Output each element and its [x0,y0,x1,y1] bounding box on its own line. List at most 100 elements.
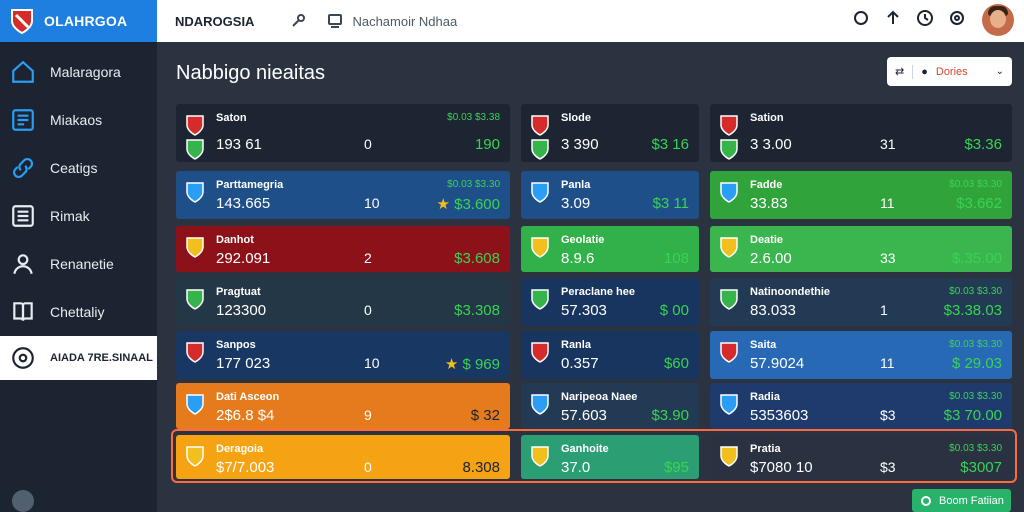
odds-value: 3.09 [561,195,591,212]
score-value: 10 [364,195,380,211]
search-icon[interactable] [328,14,343,28]
match-card[interactable]: Natinoondethie 83.033 1 $0.03 $3.30 $3.38.03 [710,278,1012,326]
match-card[interactable]: Dati Asceon 2$6.8 $4 9 $ 32 [176,383,510,429]
team-name: Ganhoite [561,443,609,455]
home-icon [12,60,34,83]
chevron-down-icon: ⌄ [995,66,1004,77]
match-card[interactable]: Deragoia $7/7.003 0 8.308 [176,435,510,479]
circle-icon [921,495,931,506]
bottom-action-button[interactable]: Boom Fatiian [912,489,1011,512]
page-header-title: NDAROGSIA [175,13,255,29]
sidebar-item-malaragora[interactable]: Malaragora [0,50,157,94]
match-card[interactable]: Peraclane hee 57.303 $ 00 [521,278,699,326]
team-crest-icon [720,394,738,415]
clock-icon[interactable] [916,9,934,27]
match-card[interactable]: Saita 57.9024 11 $0.03 $3.30 $ 29.03 [710,331,1012,379]
team-name: Dati Asceon [216,391,280,403]
team-crest-icon [531,139,549,160]
avatar[interactable] [982,4,1014,36]
team-name: Saton [216,112,247,124]
trend-label: $0.03 $3.30 [949,443,1002,454]
team-crest-icon [720,139,738,160]
team-name: Fadde [750,179,783,191]
odds-value: 33.83 [750,195,788,212]
match-card[interactable]: Danhot 292.091 2 $3.608 [176,226,510,272]
match-card[interactable]: Sation 3 3.00 31 $3.36 [710,104,1012,162]
price-value: 190 [474,136,500,153]
match-card[interactable]: Geolatie 8.9.6 108 [521,226,699,272]
price-value: $3.608 [454,250,500,267]
price-value: 108 [663,250,689,267]
match-card[interactable]: Pratia $7080 10 $3 $0.03 $3.30 $3007 [710,435,1012,479]
odds-value: 177 023 [216,355,271,372]
match-card[interactable]: Saton 193 61 0 $0.03 $3.38 190 [176,104,510,162]
filter-dropdown[interactable]: ⇄ ● Dories ⌄ [887,57,1012,86]
team-crest-icon [531,394,549,415]
sidebar-item-label: Rimak [50,208,90,224]
price-value: $60 [663,355,689,372]
match-card[interactable]: Slode 3 390 $3 16 [521,104,699,162]
page-title: Nabbigo nieaitas [176,62,325,84]
help-icon[interactable] [12,490,34,512]
match-card[interactable]: Naripeoa Naee 57.603 $3.90 [521,383,699,429]
price-value: $3 16 [651,136,689,153]
sidebar-item-aiada[interactable]: AIADA 7RE.SINAAL [0,336,157,380]
bottom-action-label: Boom Fatiian [939,494,1004,507]
price-value: $3.90 [651,407,689,424]
team-crest-icon [531,115,549,136]
price-value: ★ $ 969 [444,356,500,373]
settings-icon[interactable] [948,9,966,27]
match-card[interactable]: Radia 5353603 $3 $0.03 $3.30 $3 70.00 [710,383,1012,429]
sidebar-item-miakaos[interactable]: Miakaos [0,98,157,142]
chat-icon[interactable] [852,9,870,27]
match-card[interactable]: Panla 3.09 $3 11 [521,171,699,219]
odds-value: 83.033 [750,302,796,319]
wrench-icon[interactable] [290,13,306,29]
sidebar-item-chettaliy[interactable]: Chettaliy [0,290,157,334]
topbar: NDAROGSIA Nachamoir Ndhaa [157,0,1024,42]
odds-value: 143.665 [216,195,271,212]
team-crest-icon [186,446,204,467]
price-value: $.35.00 [951,250,1002,267]
shield-logo-icon [11,9,33,35]
team-name: Danhot [216,234,254,246]
team-crest-icon [720,446,738,467]
filter-label: Dories [935,65,968,78]
odds-value: 292.091 [216,250,271,267]
match-card[interactable]: Sanpos 177 023 10 ★ $ 969 [176,331,510,379]
match-card[interactable]: Fadde 33.83 11 $0.03 $3.30 $3.662 [710,171,1012,219]
sort-icon: ⇄ [895,66,905,78]
star-icon: ★ [444,356,463,373]
sidebar-item-renanetie[interactable]: Renanetie [0,242,157,286]
at-icon [12,347,34,369]
score-value: 11 [880,195,895,211]
team-crest-icon [186,342,204,363]
odds-value: $7080 10 [750,459,813,476]
team-crest-icon [186,237,204,258]
brand[interactable]: OLAHRGOA [0,0,157,42]
score-value: 1 [880,302,888,318]
odds-value: 5353603 [750,407,809,424]
odds-value: 57.303 [561,302,607,319]
sidebar-item-ceatigs[interactable]: Ceatigs [0,146,157,190]
price-value: $3.308 [454,302,500,319]
search-input[interactable]: Nachamoir Ndhaa [352,13,458,29]
match-card[interactable]: Pragtuat 123300 0 $3.308 [176,278,510,326]
odds-value: 8.9.6 [561,250,595,267]
score-value: 31 [880,136,896,152]
team-crest-icon [186,394,204,415]
upload-icon[interactable] [884,9,902,27]
match-card[interactable]: Deatie 2.6.00 33 $.35.00 [710,226,1012,272]
odds-value: 2$6.8 $4 [216,407,275,424]
team-name: Ranla [561,339,591,351]
match-card[interactable]: Ganhoite 37.0 $95 [521,435,699,479]
trend-label: $0.03 $3.30 [447,179,500,190]
match-card[interactable]: Ranla 0.357 $60 [521,331,699,379]
score-value: 10 [364,355,380,371]
match-card[interactable]: Parttamegria 143.665 10 $0.03 $3.30 ★ $3.600 [176,171,510,219]
odds-value: 2.6.00 [750,250,792,267]
team-crest-icon [531,237,549,258]
score-value: 33 [880,250,896,266]
team-crest-icon [531,182,549,203]
sidebar-item-rimak[interactable]: Rimak [0,194,157,238]
